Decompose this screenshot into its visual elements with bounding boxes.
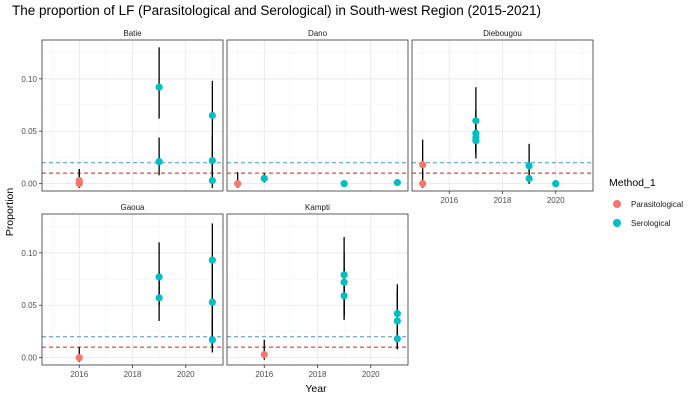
data-point-serological bbox=[340, 180, 348, 188]
data-point-serological bbox=[393, 335, 401, 343]
x-tick-label: 2018 bbox=[494, 196, 512, 205]
facet-strip-kampti bbox=[227, 200, 408, 214]
legend-key-serological bbox=[613, 219, 621, 227]
data-point-serological bbox=[208, 176, 216, 185]
facet-label-diebougou: Diebougou bbox=[483, 29, 522, 38]
data-point-parasitological bbox=[234, 180, 242, 188]
x-tick-label: 2016 bbox=[440, 196, 458, 205]
y-axis-title: Proportion bbox=[4, 188, 16, 237]
y-tick-label: 0.00 bbox=[21, 180, 37, 189]
data-point-serological bbox=[525, 162, 533, 170]
facet-panels: Batie 0.00 0.05 0.10 Dano Diebougou 2016 2018 20… bbox=[21, 26, 594, 379]
facet-label-gaoua: Gaoua bbox=[120, 203, 145, 212]
data-point-serological bbox=[208, 298, 216, 306]
data-point-serological bbox=[155, 273, 163, 281]
data-point-parasitological bbox=[419, 180, 427, 188]
facet-batie: Batie 0.00 0.05 0.10 bbox=[21, 26, 224, 192]
legend-label-serological: Serological bbox=[631, 219, 671, 228]
data-point-serological bbox=[208, 111, 216, 120]
x-tick-label: 2016 bbox=[70, 370, 88, 379]
data-point-parasitological bbox=[260, 350, 268, 359]
facet-strip-dano bbox=[227, 26, 408, 40]
panel-border-batie bbox=[41, 39, 224, 192]
data-point-serological bbox=[472, 117, 480, 125]
y-tick-label: 0.05 bbox=[21, 127, 37, 136]
data-point-serological bbox=[472, 137, 480, 145]
facet-gaoua: Gaoua 0.00 0.05 0.10 2016 2018 2020 bbox=[21, 200, 224, 379]
y-tick-label: 0.00 bbox=[21, 354, 37, 363]
y-tick-label: 0.10 bbox=[21, 75, 37, 84]
x-tick-label: 2018 bbox=[309, 370, 327, 379]
facet-strip-batie bbox=[42, 26, 223, 40]
data-point-parasitological bbox=[75, 176, 83, 185]
data-point-serological bbox=[340, 292, 348, 300]
y-tick-label: 0.05 bbox=[21, 301, 37, 310]
x-tick-label: 2020 bbox=[362, 370, 380, 379]
data-point-serological bbox=[393, 310, 401, 318]
data-point-serological bbox=[525, 174, 533, 183]
chart-title: The proportion of LF (Parasitological an… bbox=[12, 3, 541, 18]
facet-label-kampti: Kampti bbox=[305, 203, 330, 212]
legend: Method_1 Parasitological Serological bbox=[609, 177, 683, 228]
x-axis-title: Year bbox=[305, 383, 327, 395]
data-point-serological bbox=[393, 179, 401, 187]
facet-dano: Dano bbox=[226, 26, 409, 192]
legend-key-parasitological bbox=[613, 200, 621, 208]
data-point-serological bbox=[208, 156, 216, 165]
data-point-serological bbox=[260, 174, 268, 183]
facet-strip-diebougou bbox=[412, 26, 593, 40]
data-point-serological bbox=[208, 256, 216, 264]
facet-label-dano: Dano bbox=[308, 29, 328, 38]
data-point-serological bbox=[340, 278, 348, 286]
data-point-serological bbox=[155, 294, 163, 302]
y-tick-label: 0.10 bbox=[21, 249, 37, 258]
data-point-parasitological bbox=[75, 354, 83, 362]
legend-label-parasitological: Parasitological bbox=[631, 200, 683, 209]
data-point-serological bbox=[340, 271, 348, 279]
data-point-serological bbox=[208, 336, 216, 344]
data-point-serological bbox=[393, 317, 401, 325]
x-tick-label: 2020 bbox=[177, 370, 195, 379]
x-tick-label: 2020 bbox=[547, 196, 565, 205]
facet-strip-gaoua bbox=[42, 200, 223, 214]
data-point-serological bbox=[155, 158, 163, 166]
panel-border-dano bbox=[226, 39, 409, 192]
data-point-serological bbox=[155, 83, 163, 91]
legend-title: Method_1 bbox=[609, 177, 656, 189]
facet-label-batie: Batie bbox=[123, 29, 142, 38]
data-point-parasitological bbox=[419, 161, 427, 169]
x-tick-label: 2018 bbox=[124, 370, 142, 379]
x-tick-label: 2016 bbox=[255, 370, 273, 379]
facet-kampti: Kampti 2016 2018 2020 bbox=[226, 200, 409, 379]
facet-diebougou: Diebougou 2016 2018 2020 bbox=[411, 26, 594, 205]
data-point-serological bbox=[552, 180, 560, 188]
